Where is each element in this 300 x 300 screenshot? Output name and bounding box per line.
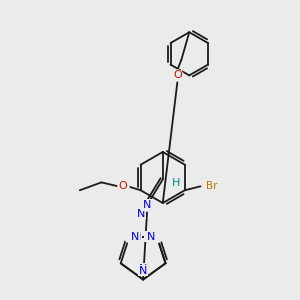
Text: N: N [139, 264, 147, 274]
Text: O: O [173, 70, 182, 80]
Text: O: O [173, 70, 182, 80]
Text: N: N [133, 232, 142, 242]
Text: Br: Br [206, 181, 218, 191]
Text: N: N [143, 200, 151, 210]
Text: N: N [131, 232, 140, 242]
Text: N: N [139, 266, 147, 276]
Text: O: O [118, 181, 127, 191]
Text: N: N [147, 232, 155, 242]
Text: N: N [145, 232, 153, 242]
Text: H: H [172, 178, 181, 188]
Text: N: N [137, 209, 145, 219]
Text: O: O [118, 181, 127, 191]
